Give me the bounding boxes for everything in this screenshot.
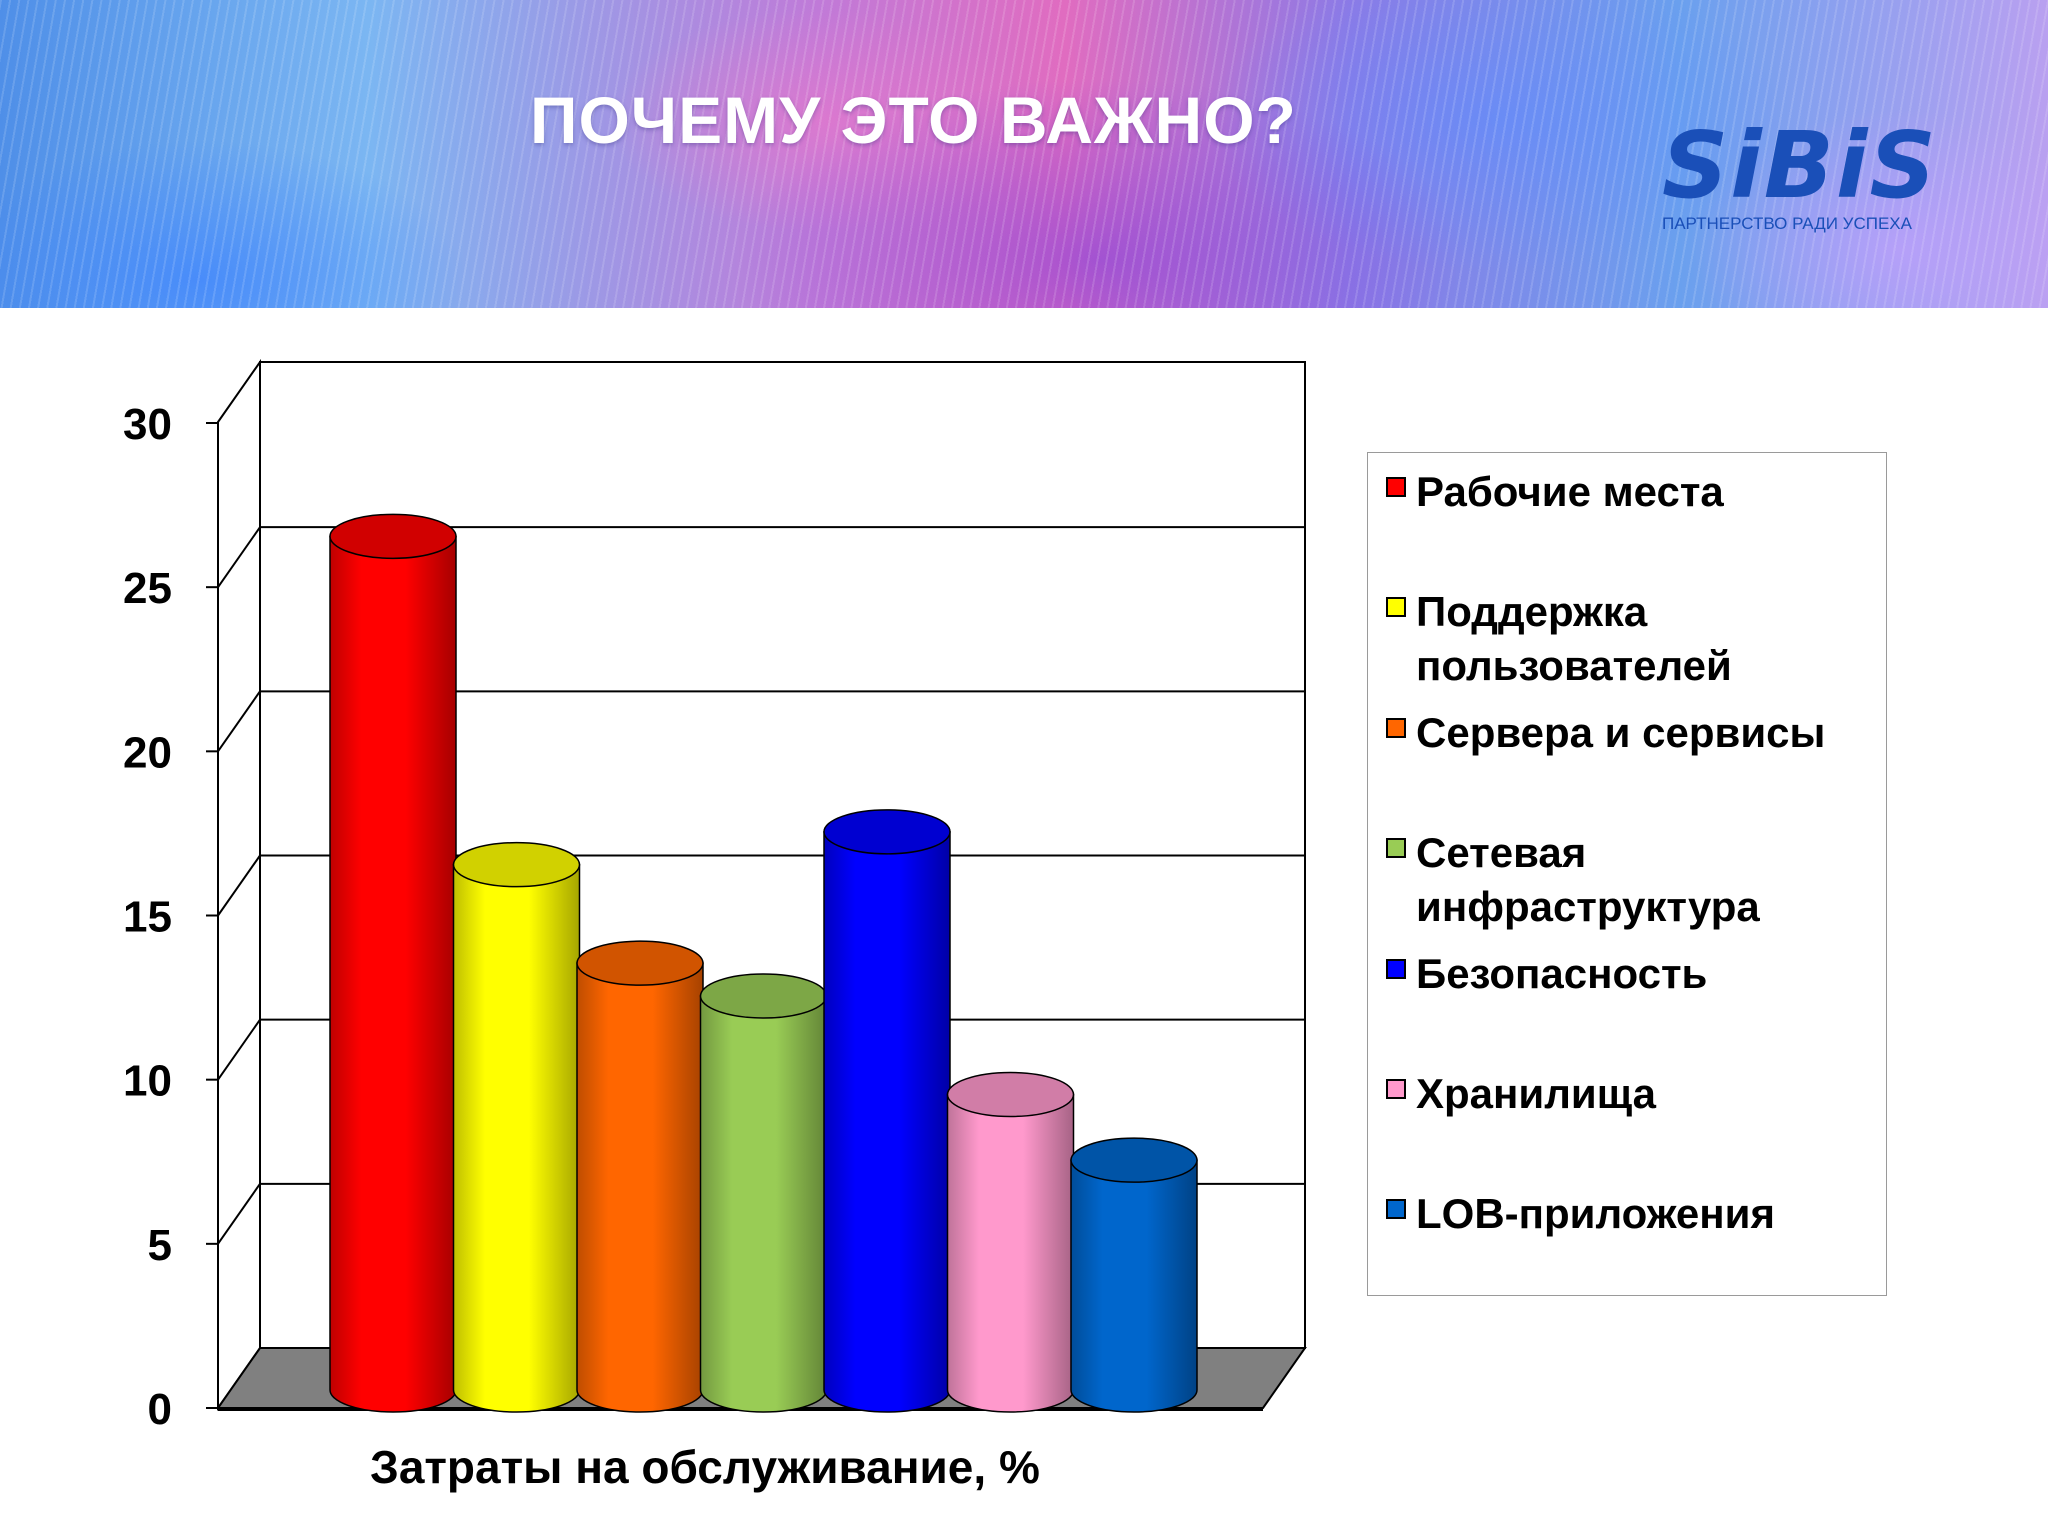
- legend-label: Поддержка пользователей: [1416, 588, 1732, 689]
- legend-swatch: [1386, 477, 1406, 497]
- legend-swatch: [1386, 1199, 1406, 1219]
- x-axis-title: Затраты на обслуживание, %: [370, 1441, 1040, 1493]
- y-tick-label: 0: [148, 1385, 172, 1434]
- y-tick-label: 5: [148, 1221, 172, 1270]
- bar-body: [576, 962, 704, 1413]
- logo-wordmark: SiBiS: [1662, 112, 1938, 219]
- header-banner: ПОЧЕМУ ЭТО ВАЖНО? SiBiS ПАРТНЕРСТВО РАДИ…: [0, 0, 2048, 308]
- bar-top: [823, 809, 951, 855]
- y-tick-label: 10: [123, 1057, 172, 1106]
- gridline-side: [217, 854, 261, 917]
- bar-body: [823, 831, 951, 1413]
- legend-item: Поддержка пользователей: [1386, 585, 1886, 693]
- sibis-logo: SiBiS ПАРТНЕРСТВО РАДИ УСПЕХА: [1662, 120, 1962, 234]
- legend-swatch: [1386, 597, 1406, 617]
- gridline-side: [217, 1183, 261, 1245]
- legend-swatch: [1386, 1079, 1406, 1099]
- legend-label: Безопасность: [1416, 950, 1708, 997]
- y-tick-label: 25: [123, 564, 172, 613]
- legend-item: Рабочие места: [1386, 465, 1886, 519]
- y-axis: 0 5 10 15 20 25 30: [123, 400, 1263, 1434]
- bar-7: [1070, 1137, 1198, 1413]
- bar-6: [946, 1071, 1075, 1413]
- bar-5: [823, 809, 951, 1413]
- legend-swatch: [1386, 838, 1406, 858]
- bar-2: [452, 841, 581, 1413]
- gridline-side: [217, 526, 261, 588]
- y-tick-label: 20: [123, 728, 172, 777]
- bar-body: [329, 535, 457, 1413]
- bar-top: [452, 841, 581, 888]
- legend-label: Сервера и сервисы: [1416, 709, 1826, 756]
- y-tick-label: 15: [123, 893, 172, 942]
- bar-3: [576, 940, 704, 1413]
- legend-item: Сетевая инфраструктура: [1386, 826, 1886, 934]
- bar-top: [946, 1071, 1075, 1118]
- bar-body: [452, 863, 581, 1413]
- logo-tagline: ПАРТНЕРСТВО РАДИ УСПЕХА: [1662, 214, 1912, 233]
- gridline-side: [217, 1019, 261, 1081]
- legend-label: Хранилища: [1416, 1070, 1657, 1117]
- legend-item: Сервера и сервисы: [1386, 706, 1886, 760]
- gridline-side: [217, 690, 261, 752]
- legend-label: Сетевая инфраструктура: [1416, 829, 1760, 930]
- bars: [329, 513, 1198, 1413]
- bar-top: [1070, 1137, 1198, 1183]
- bar-body: [1070, 1159, 1198, 1413]
- bar-top: [699, 973, 828, 1019]
- slide-title: ПОЧЕМУ ЭТО ВАЖНО?: [530, 83, 1297, 157]
- legend-label: LOB-приложения: [1416, 1190, 1775, 1237]
- bar-1: [329, 513, 457, 1413]
- y-tick-label: 30: [123, 400, 172, 449]
- legend-swatch: [1386, 959, 1406, 979]
- legend-item: LOB-приложения: [1386, 1187, 1886, 1241]
- legend-swatch: [1386, 718, 1406, 738]
- bar-body: [946, 1093, 1075, 1413]
- bar-4: [699, 973, 828, 1413]
- legend-item: Безопасность: [1386, 947, 1886, 1001]
- bar-body: [699, 995, 828, 1413]
- chart-legend: Рабочие места Поддержка пользователей Серв…: [1367, 452, 1887, 1296]
- bar-chart: 0 5 10 15 20 25 30: [123, 358, 1307, 1434]
- bar-top: [329, 513, 457, 560]
- bar-top: [576, 940, 704, 986]
- legend-item: Хранилища: [1386, 1067, 1886, 1121]
- legend-label: Рабочие места: [1416, 468, 1724, 515]
